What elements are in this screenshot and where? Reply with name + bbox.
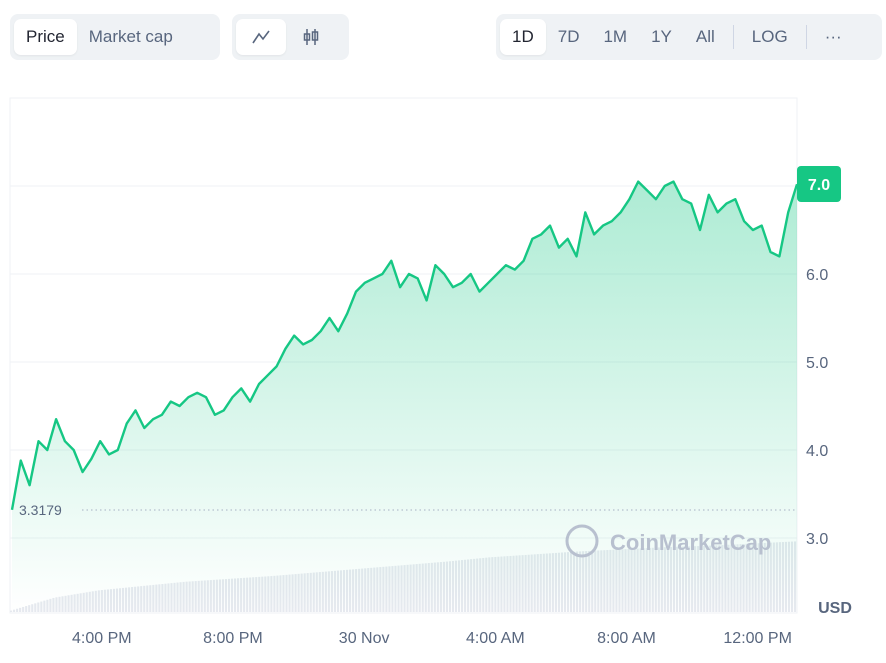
line-chart-icon (252, 30, 270, 44)
currency-label: USD (818, 600, 852, 617)
range-1d[interactable]: 1D (500, 19, 546, 55)
tab-market-cap[interactable]: Market cap (88, 27, 173, 46)
tab-price[interactable]: Price (14, 19, 77, 55)
watermark: CoinMarketCap (565, 524, 771, 558)
x-tick-label: 8:00 PM (203, 630, 263, 647)
range-all[interactable]: All (695, 27, 715, 46)
more-options-button[interactable]: ··· (824, 27, 842, 46)
x-tick-label: 4:00 PM (72, 630, 132, 647)
y-tick-label: 6.0 (806, 267, 828, 284)
x-tick-label: 4:00 AM (466, 630, 525, 647)
candlestick-button[interactable] (286, 19, 336, 55)
candlestick-icon (303, 29, 319, 45)
watermark-logo-icon (565, 524, 599, 558)
y-tick-label: 4.0 (806, 443, 828, 460)
price-line (10, 180, 799, 511)
x-tick-label: 8:00 AM (597, 630, 656, 647)
volume-bar (10, 610, 13, 612)
line-chart-button[interactable] (236, 19, 286, 55)
divider (805, 25, 807, 49)
x-tick-label: 30 Nov (339, 630, 390, 647)
price-area (12, 181, 797, 612)
watermark-text: CoinMarketCap (610, 530, 771, 555)
y-tick-label: 5.0 (806, 355, 828, 372)
log-toggle[interactable]: LOG (751, 27, 788, 46)
chart-type-toggle (232, 14, 349, 60)
divider (732, 25, 734, 49)
range-7d[interactable]: 7D (557, 27, 580, 46)
y-tick-label: 3.0 (806, 531, 828, 548)
range-1m[interactable]: 1M (603, 27, 628, 46)
current-price-label: 7.0 (808, 177, 830, 194)
range-toggle: 1D 7D 1M 1Y All LOG ··· (496, 14, 882, 60)
open-price-label: 3.3179 (19, 502, 62, 518)
range-1y[interactable]: 1Y (651, 27, 672, 46)
x-tick-label: 12:00 PM (723, 630, 791, 647)
current-price-badge (797, 166, 841, 202)
metric-toggle: Price Market cap (10, 14, 220, 60)
